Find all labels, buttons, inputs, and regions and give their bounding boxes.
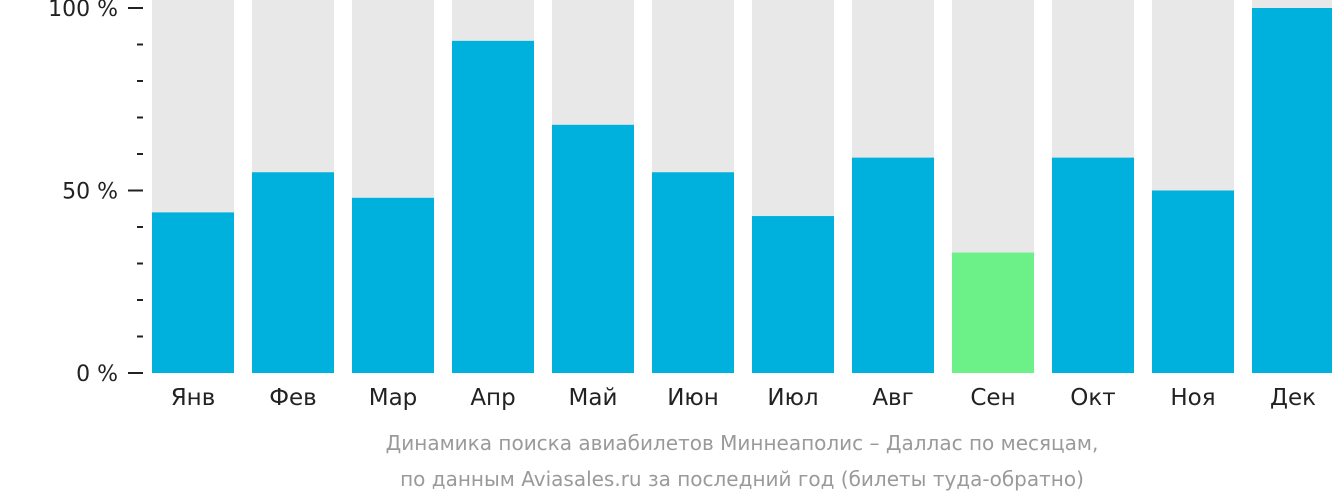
bar-9	[952, 252, 1034, 373]
x-tick-label-8: Авг	[872, 385, 913, 411]
x-tick-label-7: Июл	[767, 385, 818, 411]
x-tick-label-1: Янв	[171, 385, 216, 411]
x-tick-label-2: Фев	[269, 385, 317, 411]
bar-3	[352, 197, 434, 373]
chart-caption-line-1: Динамика поиска авиабилетов Миннеаполис …	[385, 431, 1099, 455]
chart-caption-line-2: по данным Aviasales.ru за последний год …	[400, 467, 1084, 491]
x-tick-label-6: Июн	[667, 385, 719, 411]
x-tick-label-10: Окт	[1070, 385, 1115, 411]
bar-8	[852, 157, 934, 373]
bar-7	[752, 216, 834, 373]
x-tick-label-5: Май	[569, 385, 618, 411]
bar-5	[552, 124, 634, 373]
bar-11	[1152, 190, 1234, 373]
x-tick-label-11: Ноя	[1170, 385, 1215, 411]
y-tick-label-1: 0 %	[76, 362, 118, 387]
y-tick-label-2: 50 %	[62, 180, 118, 205]
bar-10	[1052, 157, 1134, 373]
data-bars	[152, 8, 1332, 373]
x-tick-label-3: Мар	[369, 385, 418, 411]
bar-6	[652, 172, 734, 373]
x-tick-label-4: Апр	[470, 385, 515, 411]
bar-2	[252, 172, 334, 373]
x-tick-label-12: Дек	[1270, 385, 1316, 411]
y-tick-label-3: 100 %	[48, 0, 118, 22]
bar-1	[152, 212, 234, 373]
y-axis: 0 % 50 % 100 %	[48, 0, 143, 387]
x-axis-labels: Янв Фев Мар Апр Май Июн Июл Авг Сен Окт Ноя Дек	[171, 385, 1316, 411]
bar-4	[452, 40, 534, 373]
x-tick-label-9: Сен	[970, 385, 1015, 411]
bar-12	[1252, 8, 1332, 373]
